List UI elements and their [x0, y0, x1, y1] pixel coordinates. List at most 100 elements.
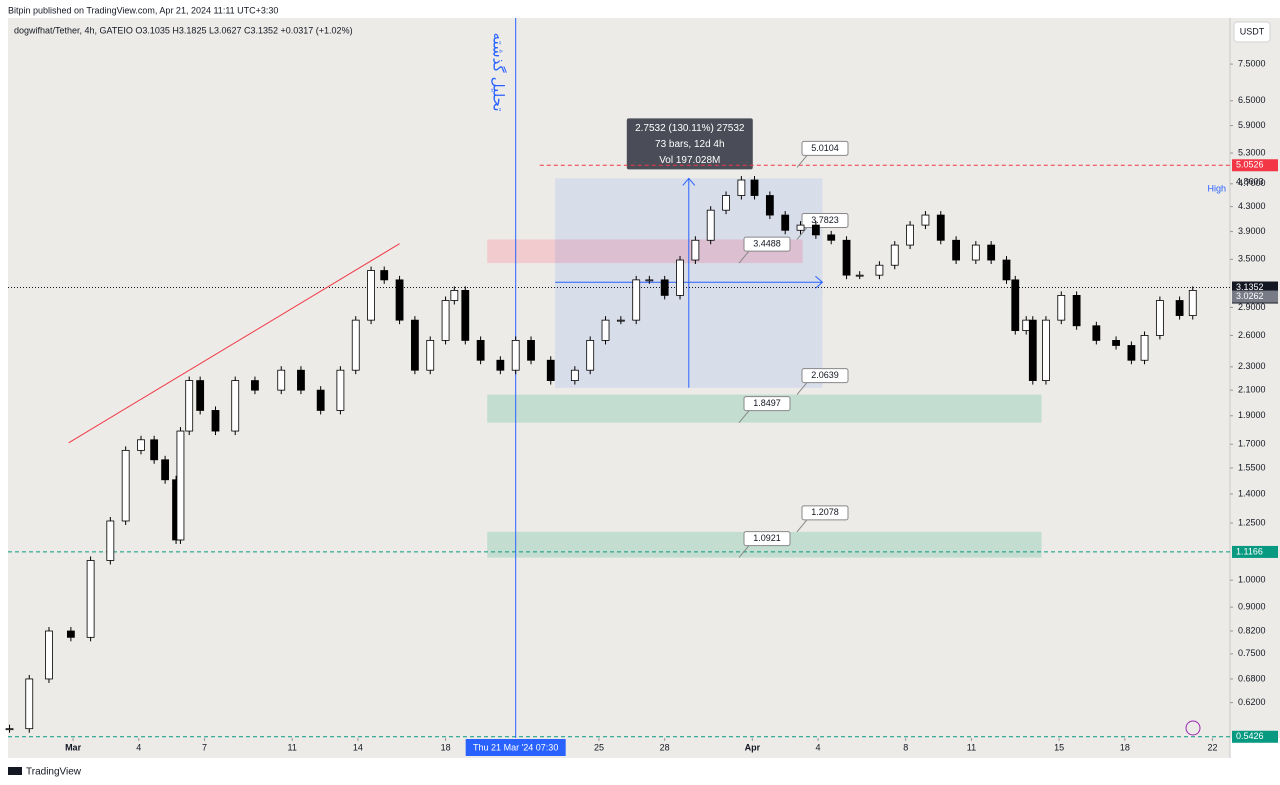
x-tick-label: 22	[1207, 742, 1217, 752]
candle	[297, 369, 305, 391]
candle	[277, 369, 286, 391]
logo	[8, 767, 22, 775]
price-label-bg	[1232, 730, 1278, 743]
y-tick-label: 5.9000	[1238, 120, 1266, 130]
y-tick-label: 1.4000	[1238, 488, 1266, 498]
candle	[765, 195, 774, 216]
candle	[176, 430, 185, 541]
y-tick-label: 0.8200	[1238, 625, 1266, 635]
currency-box	[1233, 21, 1271, 43]
candle	[450, 289, 459, 301]
candle	[601, 319, 610, 341]
candle	[1042, 319, 1050, 381]
candle	[251, 380, 259, 391]
callout-pointer	[796, 382, 808, 395]
footer: TradingView	[26, 767, 82, 778]
candle	[367, 270, 375, 321]
price-label: 0.5426	[1236, 731, 1264, 741]
callout-pointer	[738, 545, 750, 558]
x-tick-label: 14	[353, 742, 363, 752]
candle	[750, 179, 759, 196]
candle	[161, 459, 170, 481]
high-value: 4.8603	[1236, 177, 1264, 187]
candle	[875, 264, 884, 276]
candle	[380, 270, 389, 281]
tooltip-line: Vol 197.028M	[659, 155, 720, 166]
candle	[1175, 300, 1184, 316]
price-label: 3.0262	[1236, 291, 1264, 301]
candle	[1011, 279, 1020, 331]
candle	[811, 224, 820, 236]
candle	[196, 380, 205, 411]
callout-label: 3.4488	[753, 238, 781, 248]
y-tick-label: 1.7000	[1238, 439, 1266, 449]
callout-pointer	[796, 155, 808, 168]
price-label-bg	[1232, 290, 1278, 303]
candle	[827, 234, 836, 241]
icon[interactable]	[1185, 720, 1201, 736]
candle	[121, 449, 130, 522]
candle	[1028, 319, 1037, 381]
x-tick-label: 18	[441, 742, 451, 752]
candle	[476, 340, 485, 361]
y-tick-label: 3.9000	[1238, 226, 1266, 236]
y-tick-label: 3.5000	[1238, 254, 1266, 264]
callout-pointer	[796, 227, 808, 240]
candle	[5, 728, 14, 731]
candle	[921, 214, 930, 226]
x-tick-label: 15	[1054, 742, 1064, 752]
candle	[781, 214, 790, 231]
callout-box	[743, 531, 791, 547]
candle	[316, 389, 325, 411]
candle	[1140, 335, 1149, 361]
price-label: 1.1166	[1236, 546, 1263, 556]
callout-box	[743, 236, 791, 252]
x-tick-label: Apr	[745, 742, 761, 752]
candle	[395, 279, 404, 321]
candle	[722, 195, 730, 211]
candle	[1072, 294, 1081, 327]
y-tick-label: 0.6800	[1238, 673, 1266, 683]
x-tick-label: 8	[903, 742, 908, 752]
candle	[632, 279, 641, 321]
callout-box	[743, 396, 791, 412]
marker-label-bg	[465, 739, 566, 756]
candle	[737, 179, 746, 196]
zone	[487, 239, 803, 264]
candle	[1127, 345, 1136, 361]
callout-label: 1.2078	[811, 507, 839, 517]
tooltip	[626, 118, 753, 170]
x-tick-label: 11	[288, 742, 297, 752]
candle	[1112, 340, 1120, 346]
trendline	[68, 243, 400, 444]
candle	[936, 214, 945, 241]
candle	[570, 369, 579, 381]
candle	[1155, 300, 1164, 336]
x-tick-label: 25	[594, 742, 604, 752]
tooltip-line: 2.7532 (130.11%) 27532	[635, 123, 745, 134]
currency: USDT	[1240, 26, 1265, 36]
callout-box	[801, 140, 849, 156]
price-axis	[1230, 18, 1280, 738]
candle	[527, 340, 535, 361]
y-tick-label: 4.7000	[1238, 178, 1266, 188]
y-tick-label: 0.9000	[1238, 602, 1266, 612]
x-tick-label: 11	[967, 742, 976, 752]
arrow-head	[682, 177, 696, 186]
marker-label: Thu 21 Mar '24 07:30	[473, 742, 558, 752]
x-tick-label: Mar	[65, 742, 82, 752]
candle	[211, 410, 220, 432]
candle	[842, 239, 851, 276]
x-tick-label: 7	[202, 742, 207, 752]
y-tick-label: 7.5000	[1238, 58, 1266, 68]
x-tick-label: 18	[1120, 742, 1130, 752]
candle	[86, 560, 95, 638]
candle	[1002, 259, 1011, 281]
y-tick-label: 2.6000	[1238, 330, 1266, 340]
price-label-bg	[1232, 159, 1278, 172]
y-tick-label: 1.2500	[1238, 517, 1266, 527]
candle	[150, 439, 159, 461]
candle	[1057, 294, 1066, 321]
y-tick-label: 2.1000	[1238, 385, 1266, 395]
candle	[987, 244, 996, 261]
